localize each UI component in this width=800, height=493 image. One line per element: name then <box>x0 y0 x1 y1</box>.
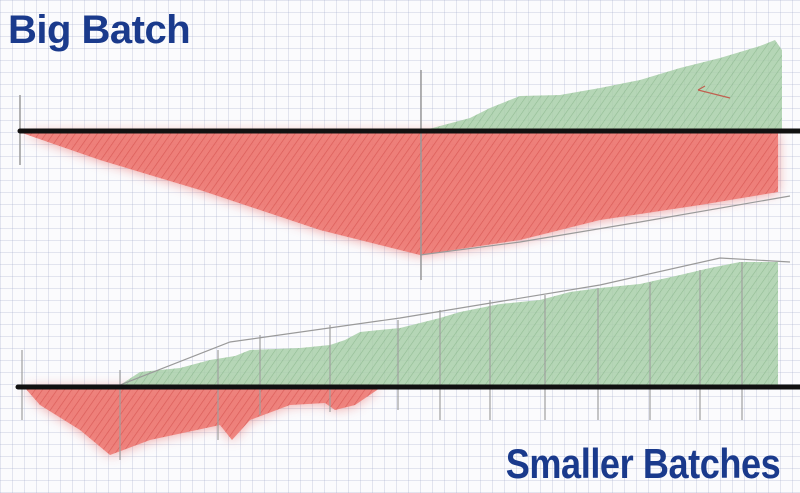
smaller-batches-loss-area <box>25 388 380 455</box>
big-batch-heading: Big Batch <box>8 8 191 52</box>
big-batch-loss-area <box>22 133 778 255</box>
smaller-batches-heading: Smaller Batches <box>505 440 780 487</box>
smaller-batches-trend-line <box>119 257 791 386</box>
big-batch-trend-line <box>419 195 791 256</box>
smaller-batches-diagram <box>15 257 800 460</box>
big-batch-gain-area <box>425 40 782 130</box>
big-batch-arrow-mark <box>697 85 731 99</box>
smaller-batches-gain-area <box>120 262 778 385</box>
big-batch-diagram <box>17 40 800 280</box>
smaller-batches-release-ticks <box>21 262 743 460</box>
